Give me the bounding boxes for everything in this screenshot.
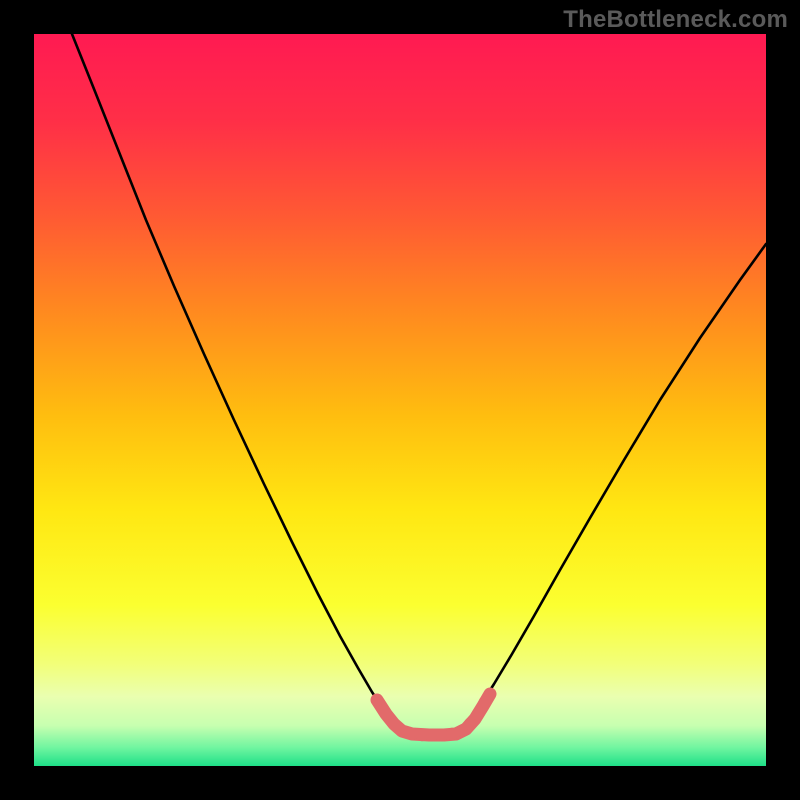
bottom-marker-dot	[380, 708, 392, 720]
watermark-text: TheBottleneck.com	[563, 6, 788, 34]
gradient-background	[34, 34, 766, 766]
plot-svg	[34, 34, 766, 766]
bottom-marker-dot	[371, 694, 383, 706]
bottom-marker-dot	[464, 718, 476, 730]
bottom-marker-dot	[484, 688, 496, 700]
chart-frame: TheBottleneck.com	[0, 0, 800, 800]
bottom-marker-dot	[472, 708, 484, 720]
plot-area	[34, 34, 766, 766]
